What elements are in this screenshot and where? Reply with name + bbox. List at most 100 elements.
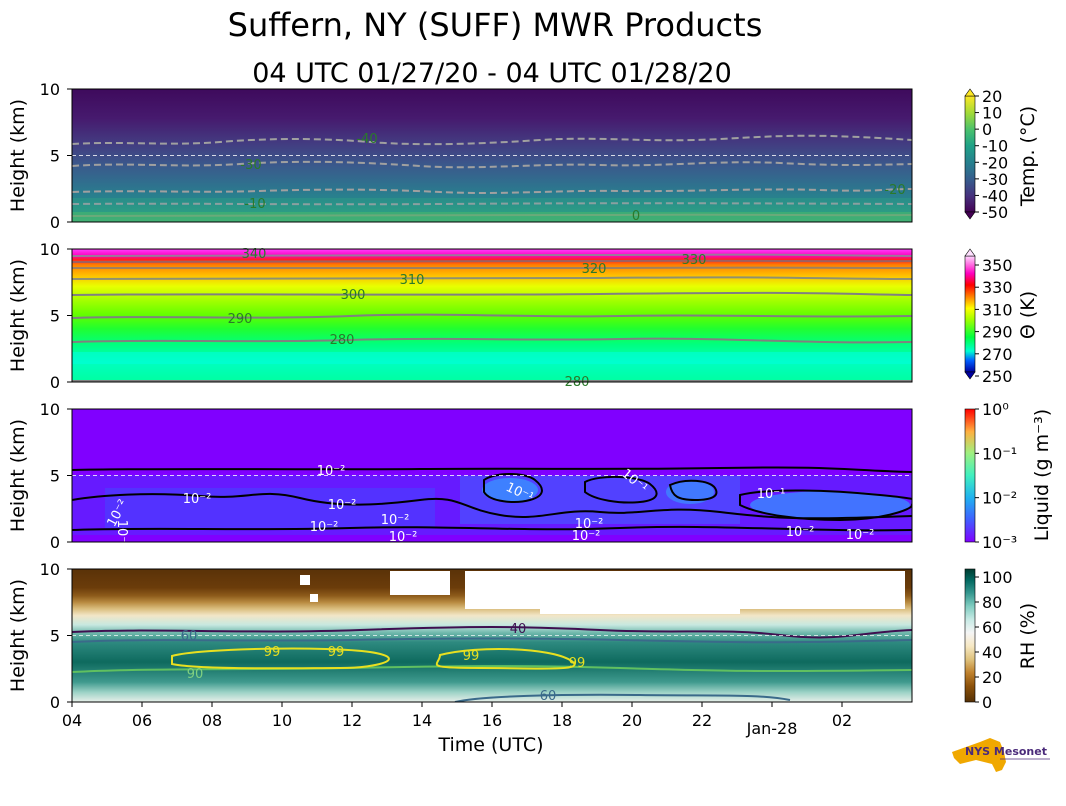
rh-missing-a xyxy=(390,571,450,595)
rh-colorbar-label: RH (%) xyxy=(1017,603,1039,669)
liquid-cloud-02 xyxy=(739,489,912,522)
logo-text: NYS Mesonet xyxy=(965,745,1047,758)
rh-missing-e xyxy=(310,594,318,602)
figure-title: Suffern, NY (SUFF) MWR Products xyxy=(228,6,763,44)
colorbar-tick-label: 40 xyxy=(982,643,1002,662)
colorbar-tick-label: 80 xyxy=(982,593,1002,612)
colorbar-tick-label: 10⁻² xyxy=(982,489,1017,508)
rh-missing-c xyxy=(540,600,740,614)
y-axis-label: Height (km) xyxy=(7,579,29,692)
y-tick-label: 5 xyxy=(50,467,60,486)
x-tick-label: 02 xyxy=(832,711,852,730)
x-tick-label: 22 xyxy=(692,711,712,730)
rh-missing-d xyxy=(300,575,310,585)
rh-contour-40 xyxy=(72,626,912,639)
rh-contour-60 xyxy=(72,637,912,644)
temp-label-minus10: -10 xyxy=(244,197,265,212)
rh-contour-99-a xyxy=(171,647,390,670)
x-tick-label: 14 xyxy=(412,711,432,730)
x-tick-label: 20 xyxy=(622,711,642,730)
temp-label-minus30: -30 xyxy=(240,158,261,173)
liquid-label-11: 10⁻¹ xyxy=(757,487,786,502)
rh-panel: 40 60 90 99 99 99 99 60 xyxy=(71,568,913,704)
theta-label-300: 300 xyxy=(341,288,366,303)
y-tick-label: 10 xyxy=(40,560,60,579)
theta-contour-300 xyxy=(72,291,912,296)
liquid-label-1: 10⁻² xyxy=(317,464,346,479)
rh-label-99-c: 99 xyxy=(463,649,480,664)
x-tick-label: 16 xyxy=(482,711,502,730)
colorbar-tick-label: 20 xyxy=(982,668,1002,687)
theta-label-320: 320 xyxy=(582,262,607,277)
liquid-label-4: 10⁻² xyxy=(310,520,339,535)
rh-colorbar xyxy=(964,568,976,703)
y-tick-label: 0 xyxy=(50,693,60,712)
x-tick-label: 08 xyxy=(202,711,222,730)
y-tick-label: 10 xyxy=(40,80,60,99)
temp-contour-0 xyxy=(72,213,912,217)
x-tick-label: 06 xyxy=(132,711,152,730)
liquid-label-13: 10⁻² xyxy=(572,529,601,544)
y-tick-label: 10 xyxy=(40,240,60,259)
colorbar-tick-label: 100 xyxy=(982,568,1013,587)
x-tick-label: 04 xyxy=(62,711,82,730)
colorbar-tick-label: 350 xyxy=(982,256,1013,275)
liquid-contour-upper xyxy=(72,466,912,473)
theta-contour-340 xyxy=(72,253,912,257)
temp-colorbar xyxy=(964,88,976,220)
colorbar-tick-label: 20 xyxy=(982,87,1002,106)
rh-contour-90 xyxy=(72,665,912,673)
y-tick-label: 5 xyxy=(50,627,60,646)
rh-label-90: 90 xyxy=(187,667,204,682)
y-tick-label: 10 xyxy=(40,400,60,419)
theta-colorbar-label: Θ (K) xyxy=(1017,291,1039,339)
temp-contour-minus40 xyxy=(72,134,912,146)
y-tick-label: 5 xyxy=(50,307,60,326)
liquid-label-2: 10⁻² xyxy=(183,492,212,507)
colorbar-tick-label: 0 xyxy=(982,120,992,139)
liquid-cloud-19 xyxy=(584,475,658,504)
temp-colorbar-label: Temp. (°C) xyxy=(1017,106,1039,207)
theta-panel: 340 330 320 310 300 290 280 280 xyxy=(71,247,913,390)
theta-contour-330 xyxy=(72,259,912,263)
temp-contour-minus30 xyxy=(72,160,912,169)
colorbar-tick-label: 10⁻¹ xyxy=(982,444,1017,463)
liquid-label-14: 10⁻² xyxy=(786,525,815,540)
theta-contour-310 xyxy=(72,276,912,280)
colorbar-tick-label: -20 xyxy=(982,153,1008,172)
theta-label-290: 290 xyxy=(228,312,253,327)
x-tick-label: 10 xyxy=(272,711,292,730)
colorbar-ticks: 20100-10-20-30-40-5035033031029027025010… xyxy=(975,87,1017,712)
colorbar-tick-label: -30 xyxy=(982,170,1008,189)
colorbar-tick-label: 10⁻³ xyxy=(982,533,1017,552)
liquid-label-12: 10⁻² xyxy=(575,517,604,532)
y-axes: 0 5 10 Height (km) 0 5 10 Height (km) 0 5 10 Height… xyxy=(7,80,72,712)
temp-label-0: 0 xyxy=(632,209,640,224)
colorbar-tick-label: 290 xyxy=(982,323,1013,342)
liquid-colorbar xyxy=(964,408,976,543)
x-axis: 04 06 08 10 12 14 16 18 20 22 Jan-28 02 xyxy=(62,702,852,738)
theta-colorbar xyxy=(964,248,976,380)
liquid-label-6: 10⁻² xyxy=(389,530,418,545)
rh-label-99-d: 99 xyxy=(569,656,586,671)
theta-label-330: 330 xyxy=(682,253,707,268)
rh-label-40: 40 xyxy=(510,622,527,637)
nys-mesonet-logo: NYS Mesonet xyxy=(952,738,1050,772)
temp-label-minus40: -40 xyxy=(356,132,377,147)
colorbar-tick-label: 250 xyxy=(982,367,1013,386)
liquid-cloud-20 xyxy=(668,479,718,502)
x-axis-label: Time (UTC) xyxy=(437,734,543,756)
rh-label-99-b: 99 xyxy=(328,645,345,660)
rh-label-99-a: 99 xyxy=(264,645,281,660)
y-tick-label: 0 xyxy=(50,213,60,232)
theta-label-310: 310 xyxy=(400,273,425,288)
x-tick-label: Jan-28 xyxy=(746,719,798,738)
colorbar-tick-label: 0 xyxy=(982,693,992,712)
figure-subtitle: 04 UTC 01/27/20 - 04 UTC 01/28/20 xyxy=(252,58,732,89)
temp-contour-minus20 xyxy=(72,188,912,194)
theta-contour-280 xyxy=(72,337,912,344)
y-tick-label: 5 xyxy=(50,147,60,166)
liquid-label-15: 10⁻² xyxy=(846,528,875,543)
x-tick-label: 12 xyxy=(342,711,362,730)
